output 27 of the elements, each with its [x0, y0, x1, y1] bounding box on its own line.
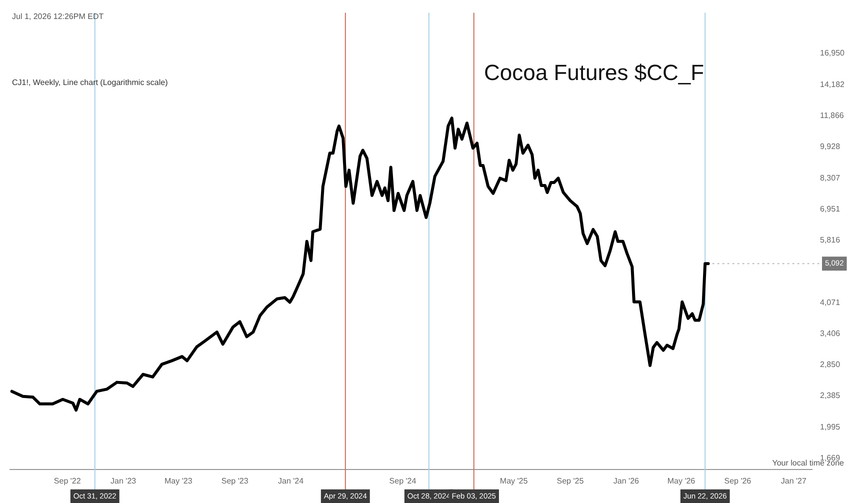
y-tick-label: 3,406 [820, 329, 841, 338]
x-tick-label: May '25 [500, 476, 528, 486]
x-tick-label: Jan '23 [110, 476, 137, 486]
annotation: Jul 1, 2026 12:26PM EDT [12, 12, 104, 22]
x-tick-label: Sep '26 [724, 476, 752, 486]
x-tick-label: May '23 [164, 476, 193, 486]
y-tick-label: 8,307 [820, 173, 841, 182]
y-tick-label: 5,816 [820, 236, 841, 245]
y-tick-label: 2,385 [820, 391, 841, 400]
text: Cocoa Futures $CC_F [484, 60, 704, 85]
x-tick-label: Jan '27 [780, 476, 807, 486]
x-tick-label: Jan '24 [278, 476, 304, 486]
y-tick-label: 6,951 [820, 204, 841, 214]
y-tick-label: 1,995 [820, 422, 841, 432]
y-tick-label: 9,928 [820, 142, 841, 152]
x-tick-label: May '26 [667, 476, 696, 486]
x-tick-label: Sep '24 [389, 476, 417, 486]
y-tick-label: 4,071 [820, 298, 841, 307]
y-tick-label: 16,950 [820, 48, 846, 58]
x-tick-label: Sep '23 [221, 476, 249, 486]
y-tick-label: 2,850 [820, 360, 841, 370]
y-tick-label: 14,182 [820, 80, 846, 89]
x-tick-label: Jan '26 [613, 476, 640, 486]
x-tick-label: Sep '22 [54, 476, 82, 486]
text: CJ1!, Weekly, Line chart (Logarithmic scale) [12, 78, 168, 88]
y-tick-label: 11,866 [820, 111, 844, 120]
x-tick-label: Sep '25 [556, 476, 584, 486]
